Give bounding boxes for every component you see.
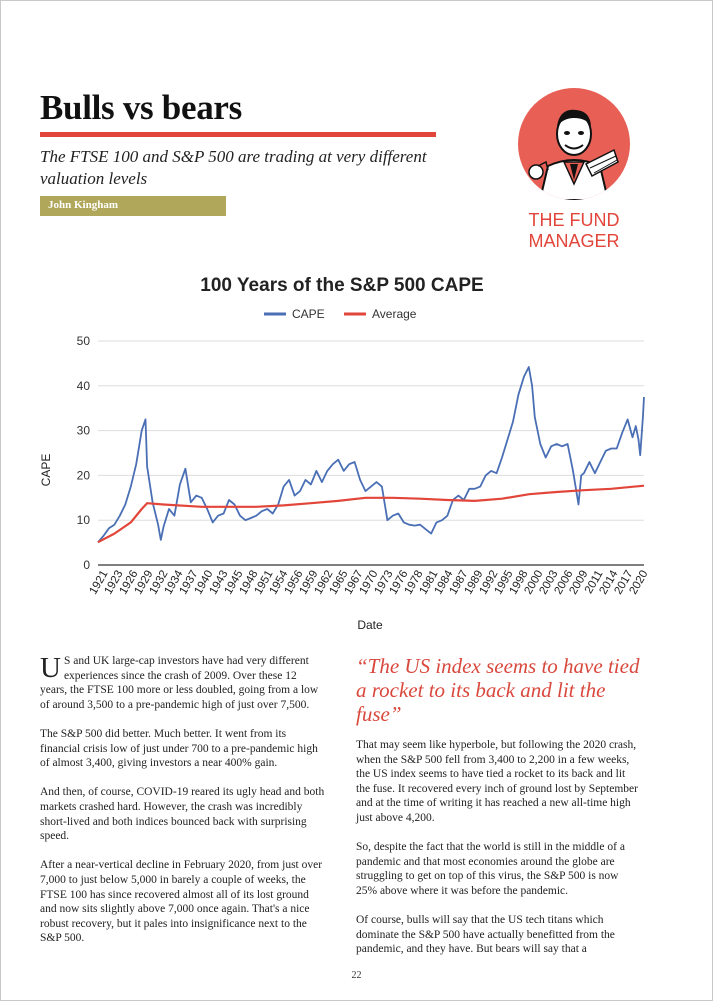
- x-axis-ticks: 1921192319261929193219341937194019431945…: [87, 568, 650, 597]
- y-tick-label: 40: [77, 379, 91, 393]
- body-column-right: That may seem like hyperbole, but follow…: [356, 738, 642, 972]
- fund-manager-logo: THE FUND MANAGER: [512, 88, 636, 252]
- average-series-line: [97, 484, 645, 544]
- headline: Bulls vs bears: [40, 88, 242, 127]
- chart-title: 100 Years of the S&P 500 CAPE: [200, 275, 483, 296]
- pull-quote: “The US index seems to have tied a rocke…: [356, 654, 640, 726]
- byline: John Kingham: [40, 196, 226, 216]
- chart-grid: [98, 340, 644, 566]
- chart-legend: CAPE Average: [264, 307, 417, 321]
- drop-cap: U: [40, 652, 61, 684]
- headline-rule: [40, 132, 436, 137]
- body-paragraph: And then, of course, COVID-19 reared its…: [40, 786, 325, 843]
- y-tick-label: 0: [83, 558, 90, 572]
- body-paragraph: After a near-vertical decline in Februar…: [40, 859, 323, 945]
- y-axis-label: CAPE: [39, 454, 53, 487]
- x-axis-label: Date: [357, 618, 383, 632]
- body-text: S and UK large-cap investors have had ve…: [40, 655, 319, 711]
- y-tick-label: 50: [77, 334, 91, 348]
- y-tick-label: 10: [77, 513, 91, 527]
- fund-manager-cartoon-icon: [518, 88, 630, 200]
- y-tick-label: 30: [77, 424, 91, 438]
- fund-manager-logo-text: THE FUND MANAGER: [528, 210, 620, 251]
- cape-series-line: [97, 366, 645, 543]
- body-paragraph: Of course, bulls will say that the US te…: [356, 914, 615, 956]
- legend-label-average: Average: [372, 307, 417, 321]
- page-number: 22: [351, 970, 362, 981]
- body-paragraph: That may seem like hyperbole, but follow…: [356, 739, 638, 824]
- chart-series: [97, 366, 645, 544]
- y-axis-ticks: 0 10 20 30 40 50: [77, 334, 91, 572]
- y-tick-label: 20: [77, 468, 91, 482]
- body-paragraph: So, despite the fact that the world is s…: [356, 841, 625, 897]
- cape-chart: 100 Years of the S&P 500 CAPE CAPE Avera…: [20, 265, 670, 645]
- body-paragraph: The S&P 500 did better. Much better. It …: [40, 727, 318, 770]
- legend-label-cape: CAPE: [292, 307, 325, 321]
- standfirst: The FTSE 100 and S&P 500 are trading at …: [40, 147, 427, 188]
